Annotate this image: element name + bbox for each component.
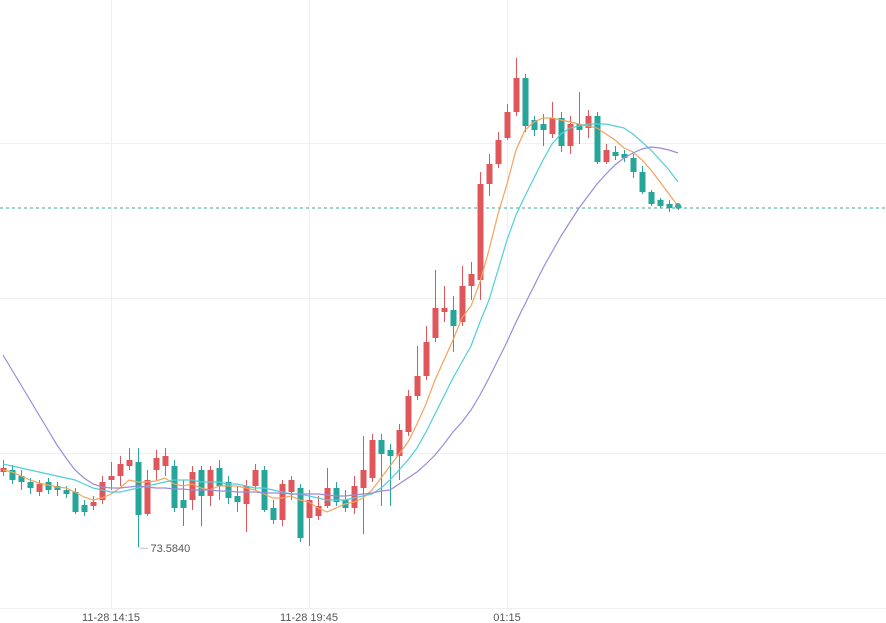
- candle-body: [486, 164, 493, 184]
- candle-body: [441, 308, 448, 312]
- candle-body: [468, 274, 475, 286]
- candle-body: [639, 172, 646, 192]
- candle-body: [180, 500, 187, 508]
- candle-body: [99, 482, 106, 500]
- candle-body: [225, 482, 232, 498]
- candle-body: [612, 152, 619, 156]
- candle-body: [81, 505, 88, 512]
- candle-body: [576, 124, 583, 130]
- x-tick-label: 11-28 19:45: [280, 612, 338, 623]
- candle-body: [162, 456, 169, 466]
- candle-body: [261, 470, 268, 510]
- candle-body: [207, 470, 214, 496]
- candle-body: [315, 506, 322, 516]
- candle-body: [63, 490, 70, 494]
- candle-body: [603, 150, 610, 162]
- candle-body: [234, 496, 241, 502]
- candle-body: [423, 342, 430, 376]
- candle-body: [432, 308, 439, 338]
- candle-body: [450, 310, 457, 326]
- candle-body: [243, 486, 250, 504]
- candle-body: [594, 116, 601, 162]
- candle-body: [513, 78, 520, 112]
- candle-body: [189, 472, 196, 500]
- candle-body: [459, 286, 466, 322]
- candle-body: [72, 492, 79, 512]
- candle-body: [9, 470, 16, 480]
- candle-body: [288, 480, 295, 492]
- candle-body: [369, 440, 376, 478]
- candle-body: [630, 158, 637, 172]
- candle-body: [90, 502, 97, 506]
- candle-body: [495, 140, 502, 164]
- candle-body: [18, 476, 25, 482]
- last-point: [675, 203, 681, 209]
- candle-body: [666, 204, 673, 208]
- candle-body: [549, 118, 556, 134]
- low-value-label: 73.5840: [151, 543, 191, 555]
- x-tick-label: 11-28 14:15: [82, 612, 140, 623]
- candle-body: [522, 78, 529, 126]
- candle-body: [198, 470, 205, 496]
- candle-body: [585, 116, 592, 128]
- candle-body: [540, 124, 547, 130]
- candle-body: [333, 488, 340, 502]
- candle-body: [351, 486, 358, 508]
- candle-body: [27, 482, 34, 488]
- candle-body: [567, 124, 574, 146]
- candle-body: [360, 470, 367, 488]
- candle-body: [297, 488, 304, 538]
- candle-body: [621, 154, 628, 158]
- candle-body: [477, 184, 484, 280]
- candle-body: [45, 482, 52, 490]
- candle-body: [405, 396, 412, 432]
- candle-body: [126, 460, 133, 466]
- candle-body: [531, 120, 538, 130]
- candle-body: [108, 476, 115, 480]
- grid: [0, 143, 886, 609]
- candle-body: [117, 464, 124, 476]
- candle-body: [216, 468, 223, 486]
- candle-body: [504, 112, 511, 138]
- candle-body: [324, 488, 331, 506]
- candle-body: [54, 486, 61, 490]
- candle-body: [378, 440, 385, 454]
- ma-line: [2, 117, 679, 513]
- candle-body: [36, 484, 43, 492]
- ma-line: [2, 123, 679, 501]
- candle-body: [306, 500, 313, 518]
- candle-body: [396, 430, 403, 456]
- candle-body: [144, 480, 151, 514]
- candle-body: [558, 118, 565, 146]
- candle-body: [414, 376, 421, 396]
- candle-body: [279, 484, 286, 520]
- candle-body: [171, 466, 178, 508]
- candle-body: [387, 450, 394, 456]
- candle-body: [270, 508, 277, 520]
- candle-body: [657, 200, 664, 206]
- ma-line: [2, 146, 679, 497]
- candle-body: [252, 470, 259, 486]
- x-tick-label: 01:15: [493, 612, 521, 623]
- candle-body: [153, 458, 160, 470]
- candle-body: [648, 192, 655, 204]
